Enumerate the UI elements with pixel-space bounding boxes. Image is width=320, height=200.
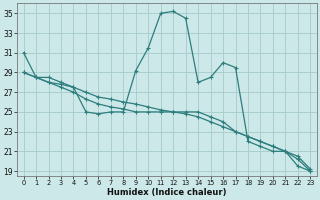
X-axis label: Humidex (Indice chaleur): Humidex (Indice chaleur) bbox=[107, 188, 227, 197]
